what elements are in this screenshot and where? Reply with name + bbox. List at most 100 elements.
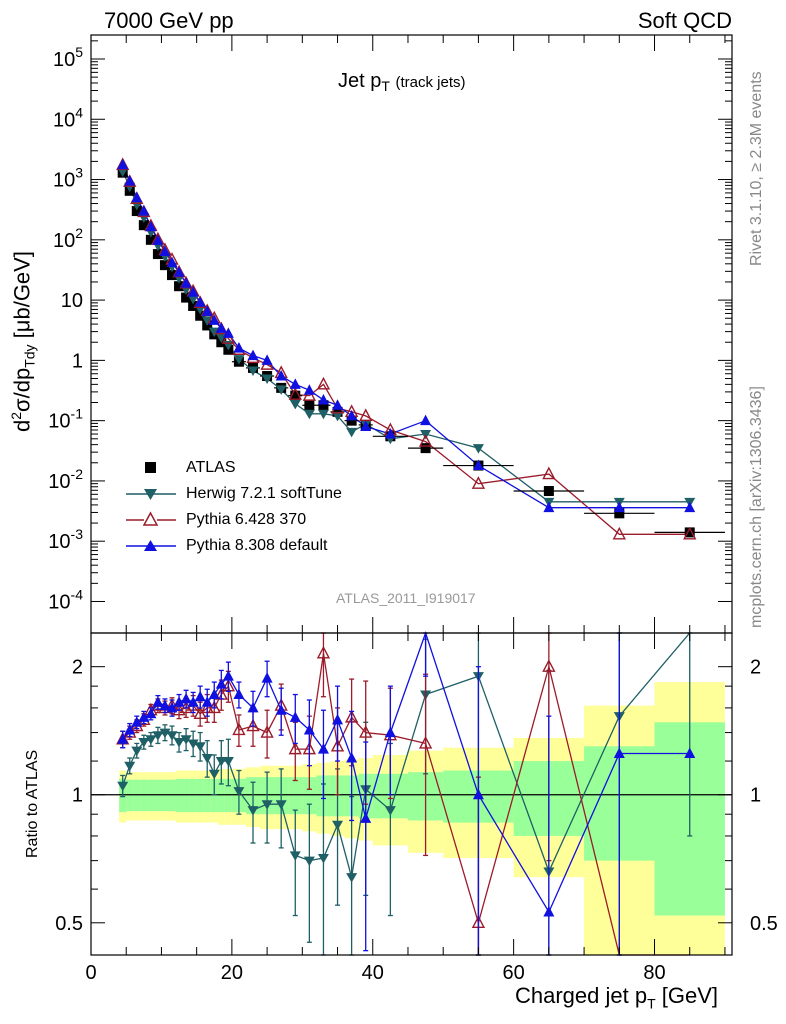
- main-point-2: [288, 387, 302, 400]
- main-point-1: [472, 444, 484, 454]
- ratio-point-2: [359, 725, 373, 738]
- ratio-band-inner: [224, 778, 232, 813]
- ratio-point-1: [384, 806, 396, 816]
- ratio-point-2: [288, 741, 302, 755]
- legend-label-pythia6: Pythia 6.428 370: [186, 511, 307, 528]
- main-point-0: [174, 281, 185, 292]
- main-point-3: [180, 277, 192, 288]
- x-tick-label: 60: [503, 962, 525, 984]
- main-point-3: [275, 370, 287, 381]
- xlabel-unit: [GeV]: [661, 983, 719, 1008]
- ratio-point-3: [303, 723, 315, 735]
- ratio-point-1: [131, 746, 143, 757]
- ratio-point-1: [145, 735, 157, 745]
- ratio-band-inner: [154, 779, 162, 812]
- ratio-point-3: [145, 707, 157, 719]
- ratio-point-3: [247, 701, 259, 713]
- main-point-0: [195, 310, 206, 321]
- main-point-3: [332, 399, 344, 410]
- legend-symbol-pythia8: [126, 540, 176, 551]
- ratio-point-1: [187, 739, 199, 749]
- main-point-1: [201, 316, 213, 326]
- main-point-3: [166, 256, 178, 268]
- ratio-band-inner: [210, 778, 218, 813]
- x-tick-label: 80: [643, 962, 665, 984]
- main-line-1: [122, 171, 690, 503]
- main-point-0: [181, 292, 192, 303]
- ratio-band-inner: [175, 778, 183, 813]
- legend-label-atlas: ATLAS: [186, 459, 236, 476]
- ratio-point-3: [187, 696, 199, 707]
- ratio-bands: [91, 682, 732, 955]
- ratio-point-3: [201, 696, 213, 707]
- main-point-3: [289, 378, 301, 389]
- main-point-3: [613, 501, 625, 513]
- legend-symbol-atlas: [145, 462, 156, 473]
- ylabel-sub: Tdy: [21, 344, 38, 368]
- ratio-y-tick-label: 2: [72, 657, 83, 679]
- ratio-point-3: [233, 688, 245, 700]
- rivet-label: Rivet 3.1.10, ≥ 2.3M events: [748, 71, 765, 266]
- ratio-point-1: [152, 731, 164, 741]
- main-point-1: [289, 399, 301, 410]
- ratio-band-inner: [302, 777, 317, 815]
- main-point-1: [233, 355, 245, 365]
- ylabel-unit: [μb/GeV]: [9, 251, 35, 339]
- ratio-y-tick-label: 1: [72, 785, 83, 807]
- header-left: 7000 GeV pp: [104, 8, 234, 33]
- main-point-3: [420, 414, 432, 426]
- ratio-band-inner: [217, 778, 225, 813]
- ratio-point-3: [208, 688, 220, 700]
- main-point-2: [612, 526, 626, 540]
- ratio-point-3: [180, 692, 192, 704]
- main-point-3: [261, 354, 273, 365]
- main-point-1: [275, 385, 287, 395]
- main-point-2: [359, 408, 373, 422]
- legend-symbol-herwig: [126, 489, 176, 500]
- plot-title-suffix: (track jets): [395, 74, 466, 91]
- main-point-3: [303, 384, 315, 395]
- main-point-3: [247, 349, 259, 361]
- ratio-band-inner: [133, 779, 141, 812]
- ratio-point-3: [222, 670, 234, 681]
- main-point-3: [346, 409, 358, 421]
- ylabel-sup: 2: [8, 411, 24, 420]
- main-y-tick-label: 104: [53, 104, 83, 131]
- main-point-2: [683, 526, 697, 540]
- ratio-band-inner: [147, 779, 155, 812]
- main-point-3: [187, 286, 199, 297]
- ratio-point-3: [384, 726, 396, 738]
- main-point-3: [360, 420, 372, 431]
- ratio-band-inner: [288, 777, 303, 815]
- ratio-band-inner: [161, 779, 169, 812]
- main-point-1: [247, 366, 259, 376]
- ratio-point-1: [180, 735, 192, 745]
- main-point-0: [145, 234, 156, 245]
- ratio-y-tick-label-right: 0.5: [750, 913, 778, 935]
- mcplots-label: mcplots.cern.ch [arXiv:1306.3436]: [748, 386, 765, 628]
- ratio-point-1: [159, 728, 171, 739]
- x-tick-label: 0: [85, 962, 96, 984]
- xlabel-main: Charged jet p: [515, 983, 648, 1008]
- ratio-point-1: [247, 806, 259, 816]
- ratio-point-1: [215, 757, 227, 767]
- ratio-point-3: [261, 672, 273, 683]
- ratio-point-3: [131, 716, 143, 727]
- main-point-0: [167, 270, 178, 281]
- ratio-y-tick-label: 0.5: [55, 913, 83, 935]
- ratio-point-1: [261, 800, 273, 810]
- ratio-point-1: [194, 742, 206, 752]
- ratio-point-1: [201, 753, 213, 764]
- ratio-y-tick-label-right: 1: [750, 785, 761, 807]
- main-point-3: [124, 175, 136, 186]
- xlabel-sub: T: [647, 995, 656, 1012]
- ratio-point-1: [124, 761, 136, 772]
- ratio-point-3: [194, 690, 206, 702]
- ratio-band-inner: [196, 778, 204, 813]
- plot-title-main: Jet p: [338, 70, 382, 92]
- main-point-2: [471, 476, 486, 489]
- main-point-3: [684, 501, 696, 513]
- ratio-point-3: [543, 906, 555, 917]
- legend-label-herwig: Herwig 7.2.1 softTune: [186, 485, 342, 502]
- main-y-tick-label: 103: [53, 165, 83, 192]
